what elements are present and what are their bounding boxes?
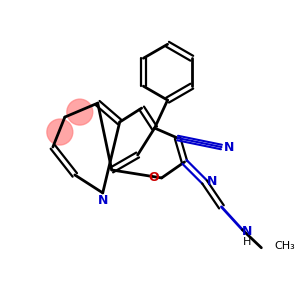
Text: CH₃: CH₃	[274, 241, 295, 251]
Text: H: H	[243, 237, 252, 247]
Circle shape	[67, 99, 93, 125]
Text: N: N	[242, 225, 253, 238]
Text: N: N	[224, 140, 235, 154]
Text: N: N	[98, 194, 108, 207]
Circle shape	[47, 119, 73, 145]
Text: O: O	[148, 171, 159, 184]
Text: N: N	[207, 176, 218, 188]
